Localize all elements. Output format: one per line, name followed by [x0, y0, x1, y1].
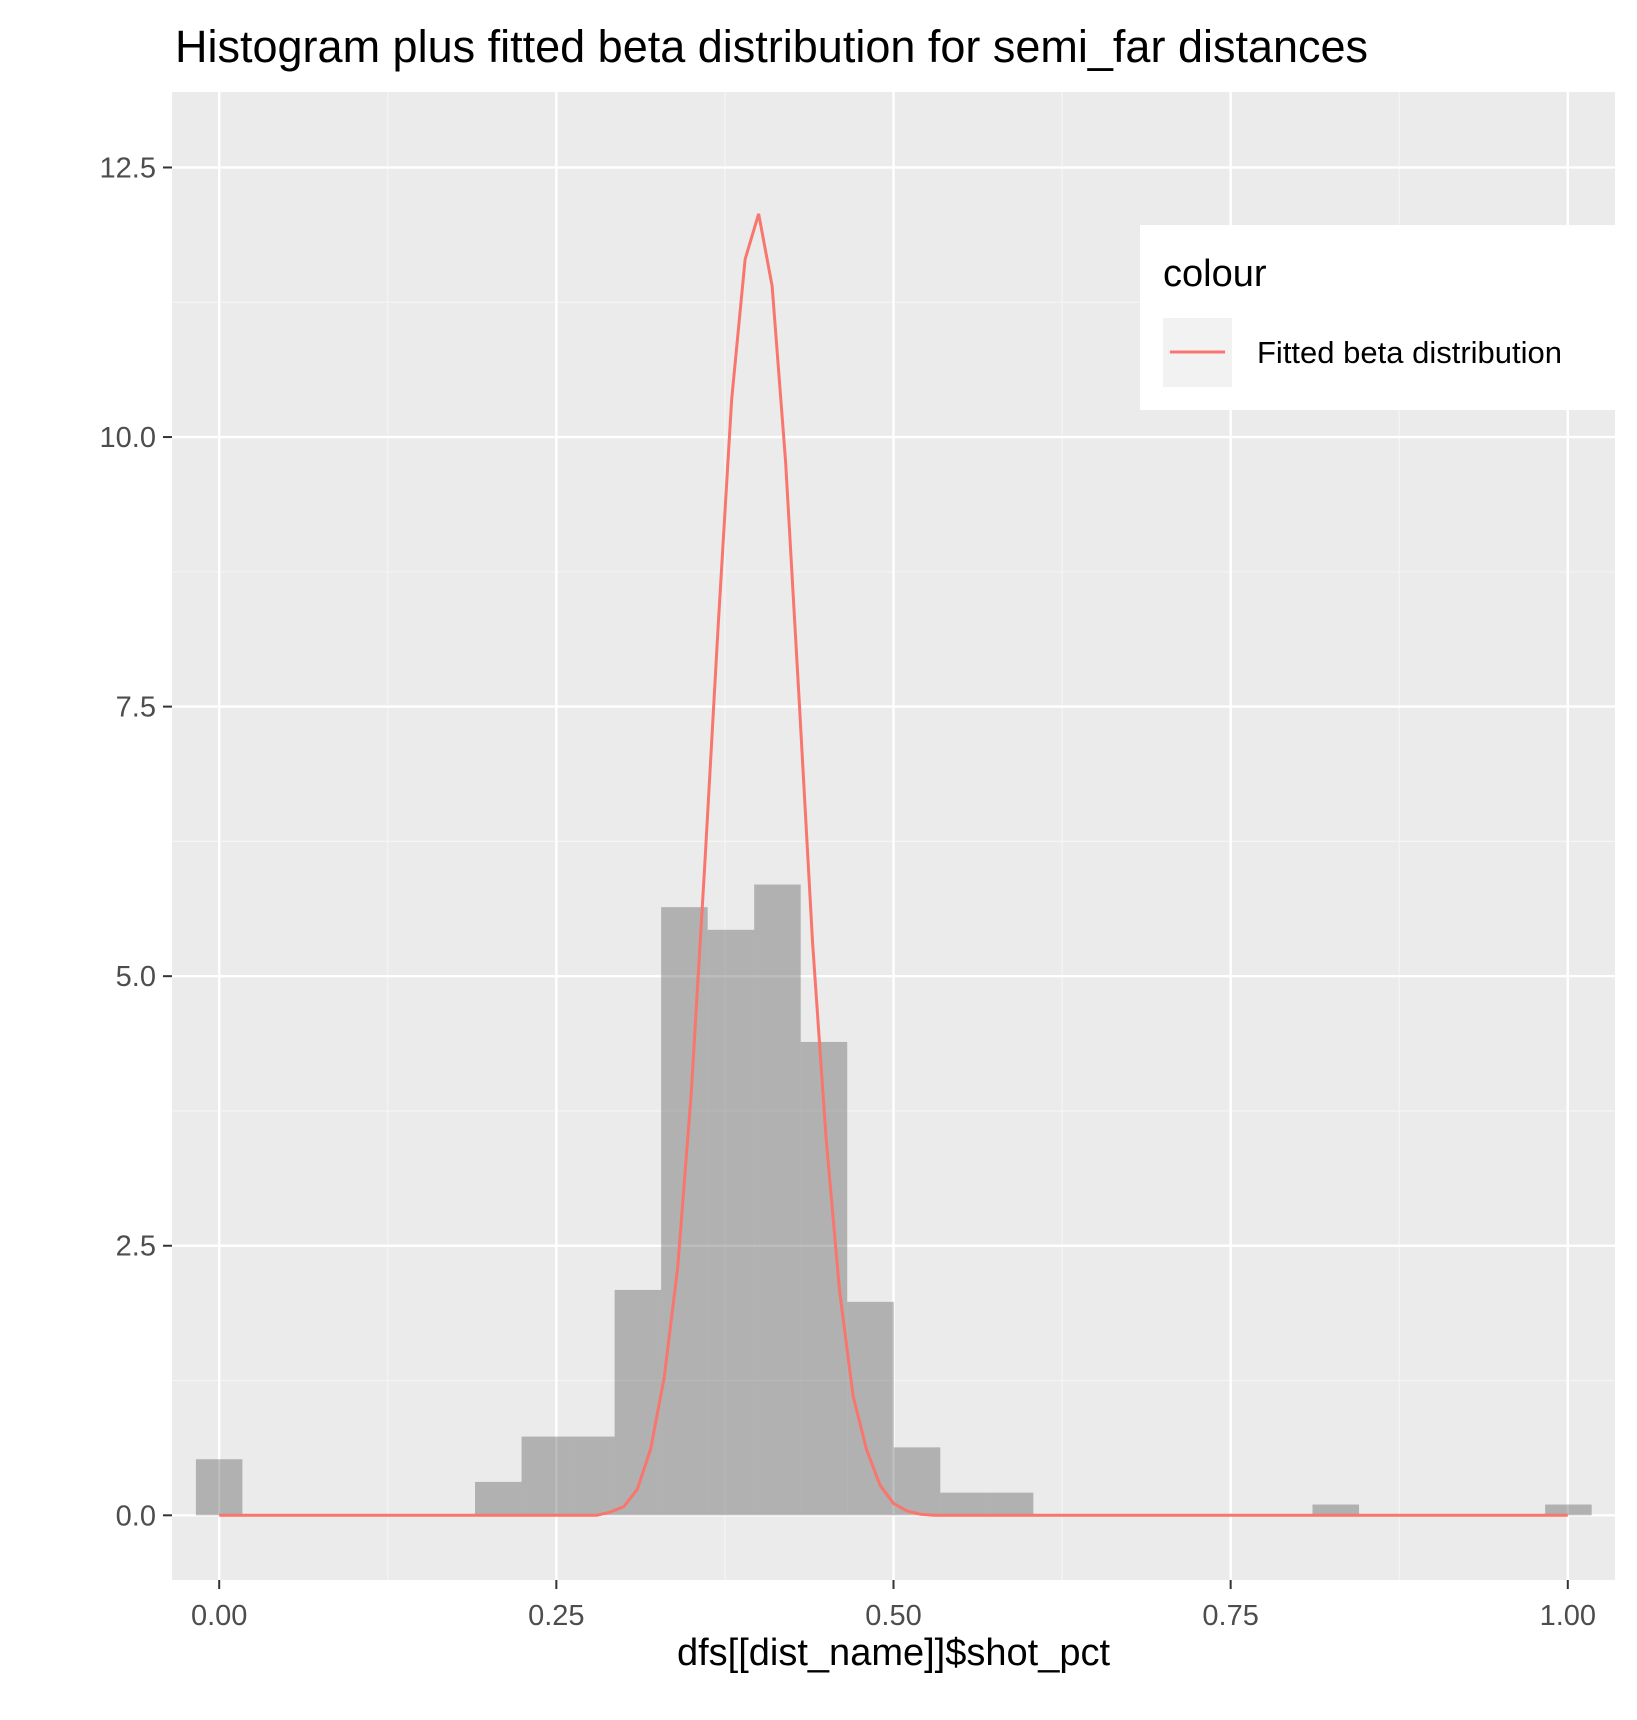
histogram-bar — [521, 1436, 569, 1516]
histogram-bar — [614, 1289, 662, 1516]
histogram-bar — [195, 1459, 243, 1516]
x-tick-label: 0.25 — [528, 1600, 584, 1632]
histogram-bar — [707, 929, 755, 1516]
fitted-beta-line — [219, 213, 1568, 1517]
histogram-bar — [893, 1447, 941, 1516]
histogram-bar — [986, 1492, 1034, 1516]
histogram-bar — [1312, 1504, 1360, 1516]
histogram-bars — [195, 884, 1592, 1516]
x-tick-label: 0.75 — [1202, 1600, 1258, 1632]
chart-title: Histogram plus fitted beta distribution … — [175, 21, 1368, 72]
histogram-bar — [661, 907, 708, 1516]
y-axis-ticks: 0.0 2.5 5.0 7.5 10.0 12.5 — [100, 152, 172, 1532]
legend-entry-label: Fitted beta distribution — [1257, 335, 1562, 370]
legend-title: colour — [1163, 253, 1267, 295]
histogram-bar — [940, 1492, 987, 1516]
y-tick-label: 2.5 — [116, 1231, 156, 1263]
x-tick-label: 0.00 — [191, 1600, 247, 1632]
x-axis-ticks: 0.00 0.25 0.50 0.75 1.00 — [191, 1580, 1596, 1632]
histogram-bar — [847, 1301, 894, 1516]
histogram-bar — [1545, 1504, 1592, 1516]
histogram-bar — [754, 884, 801, 1516]
y-tick-label: 12.5 — [100, 152, 156, 184]
histogram-bar — [568, 1436, 615, 1516]
x-tick-label: 0.50 — [865, 1600, 921, 1632]
x-axis-title: dfs[[dist_name]]$shot_pct — [677, 1632, 1110, 1674]
y-tick-label: 10.0 — [100, 422, 156, 454]
y-tick-label: 5.0 — [116, 961, 156, 993]
histogram-bar — [475, 1481, 522, 1516]
y-tick-label: 7.5 — [116, 692, 156, 724]
y-tick-label: 0.0 — [116, 1500, 156, 1532]
legend: colour Fitted beta distribution — [1140, 225, 1615, 410]
x-tick-label: 1.00 — [1540, 1600, 1596, 1632]
